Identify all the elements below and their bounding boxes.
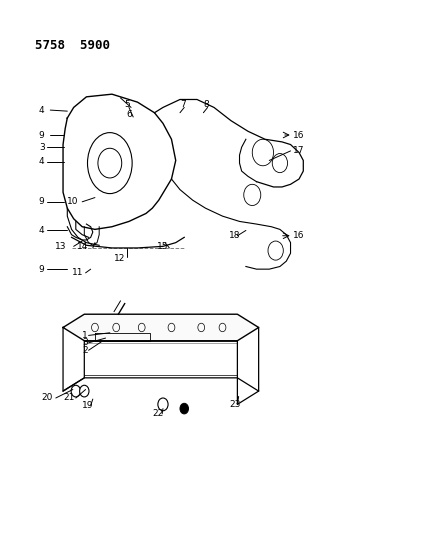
Text: 13: 13 [55, 242, 67, 251]
Text: 21: 21 [63, 393, 74, 402]
Text: 17: 17 [293, 147, 304, 156]
Circle shape [158, 398, 168, 411]
Text: 6: 6 [127, 110, 133, 119]
Text: 3: 3 [82, 338, 88, 348]
Text: 12: 12 [114, 254, 125, 263]
Circle shape [180, 403, 188, 414]
Circle shape [80, 385, 89, 397]
Text: 4: 4 [39, 157, 45, 166]
Text: 22: 22 [152, 409, 163, 418]
Text: 4: 4 [39, 106, 45, 115]
Text: 16: 16 [293, 231, 304, 240]
Text: 9: 9 [39, 131, 45, 140]
Text: 15: 15 [157, 242, 168, 251]
Text: 10: 10 [67, 197, 79, 206]
Text: 19: 19 [82, 401, 94, 410]
Text: 5758  5900: 5758 5900 [36, 38, 110, 52]
Text: 3: 3 [39, 143, 45, 152]
Text: 16: 16 [293, 131, 304, 140]
Text: 8: 8 [203, 100, 209, 109]
Text: 7: 7 [180, 100, 186, 109]
Circle shape [71, 385, 80, 397]
Text: 1: 1 [82, 331, 88, 340]
Text: 20: 20 [42, 393, 53, 402]
Text: 11: 11 [71, 268, 83, 277]
Text: 9: 9 [39, 197, 45, 206]
Text: 14: 14 [77, 242, 89, 251]
Text: 2: 2 [82, 346, 88, 355]
Text: 18: 18 [229, 231, 241, 240]
Text: 9: 9 [39, 265, 45, 273]
Polygon shape [63, 314, 259, 341]
Text: 5: 5 [125, 100, 131, 109]
Text: 4: 4 [39, 226, 45, 235]
Text: 23: 23 [229, 400, 240, 409]
